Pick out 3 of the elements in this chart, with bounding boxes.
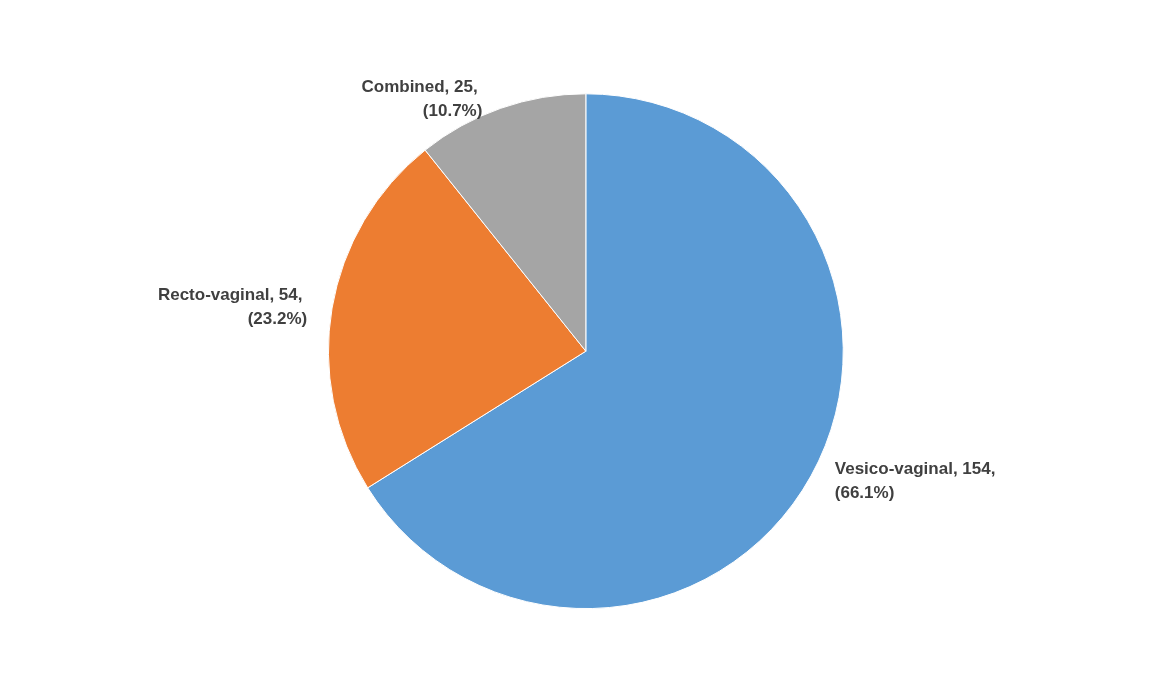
slice-label: Vesico-vaginal, 154, (66.1%) [834,459,1001,503]
slice-label: Combined, 25, (10.7%) [361,77,483,121]
slice-label: Recto-vaginal, 54, (23.2%) [157,284,308,328]
